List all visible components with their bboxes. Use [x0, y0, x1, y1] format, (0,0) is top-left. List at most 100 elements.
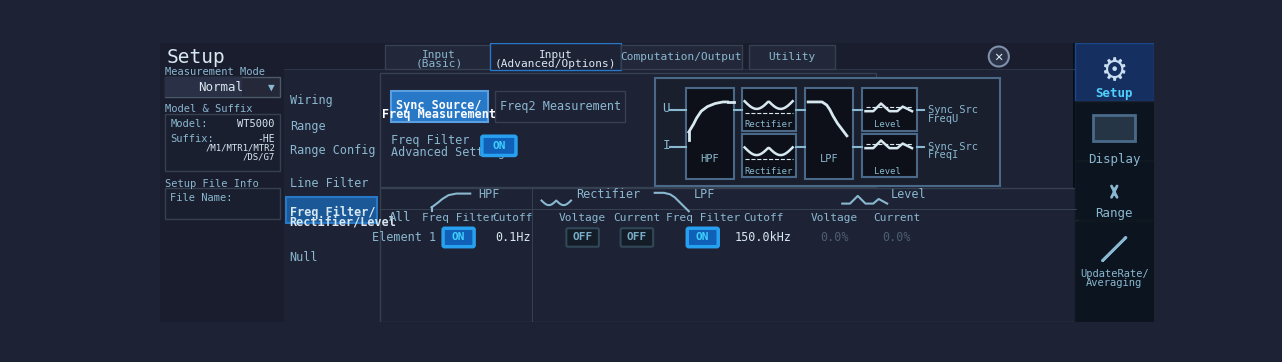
Bar	[1074, 43, 1154, 101]
Text: Input: Input	[422, 50, 456, 60]
Text: Null: Null	[290, 251, 318, 264]
Bar	[1074, 220, 1154, 322]
Text: All: All	[390, 211, 412, 224]
Bar	[379, 188, 1077, 322]
Text: ON: ON	[696, 232, 709, 243]
FancyBboxPatch shape	[687, 228, 718, 247]
Bar	[749, 45, 835, 69]
Text: (Basic): (Basic)	[415, 59, 463, 69]
Bar	[379, 209, 1077, 210]
Text: Rectifier: Rectifier	[745, 167, 792, 176]
Text: UpdateRate/: UpdateRate/	[1079, 269, 1149, 279]
Bar	[379, 73, 876, 187]
Text: /DS/G7: /DS/G7	[242, 153, 274, 162]
Text: 150.0kHz: 150.0kHz	[735, 231, 792, 244]
Text: Normal: Normal	[199, 81, 244, 94]
Bar	[686, 88, 733, 179]
Bar	[1074, 161, 1154, 219]
Text: /M1/MTR1/MTR2: /M1/MTR1/MTR2	[205, 144, 274, 152]
Bar	[286, 197, 377, 223]
Bar	[655, 78, 1000, 186]
Text: HPF: HPF	[700, 153, 719, 164]
Text: File Name:: File Name:	[171, 193, 233, 203]
Bar	[165, 77, 279, 97]
Text: Cutoff: Cutoff	[492, 213, 533, 223]
Bar	[622, 45, 741, 69]
Text: ON: ON	[492, 141, 505, 151]
Text: Freq Measurement: Freq Measurement	[382, 108, 496, 121]
Bar	[805, 88, 853, 179]
Text: OFF: OFF	[627, 232, 647, 243]
Text: Rectifier: Rectifier	[576, 188, 640, 201]
Text: ▼: ▼	[268, 82, 274, 92]
Bar	[741, 134, 796, 177]
Text: Display: Display	[1088, 153, 1141, 166]
Text: LPF: LPF	[819, 153, 838, 164]
FancyBboxPatch shape	[482, 136, 515, 155]
Bar	[1094, 115, 1135, 141]
Text: Cutoff: Cutoff	[744, 213, 783, 223]
Bar	[490, 43, 622, 70]
Text: LPF: LPF	[694, 188, 715, 201]
Text: Level: Level	[874, 121, 901, 130]
Text: HPF: HPF	[478, 188, 500, 201]
Text: Sync Src: Sync Src	[927, 142, 977, 152]
Bar	[1074, 43, 1154, 322]
Text: Setup File Info: Setup File Info	[165, 179, 259, 189]
Bar	[285, 70, 974, 322]
Text: Range: Range	[1096, 207, 1133, 220]
Bar	[285, 69, 1074, 70]
Text: Measurement Mode: Measurement Mode	[165, 67, 265, 76]
Text: Freq2 Measurement: Freq2 Measurement	[500, 100, 620, 113]
Text: Input: Input	[538, 50, 572, 60]
Bar	[1074, 101, 1154, 102]
Text: Freq Filter/: Freq Filter/	[290, 206, 376, 219]
Text: Line Filter: Line Filter	[290, 177, 368, 190]
Bar	[741, 88, 796, 131]
Text: Model & Suffix: Model & Suffix	[165, 104, 253, 114]
FancyBboxPatch shape	[620, 228, 653, 247]
Text: Averaging: Averaging	[1086, 278, 1142, 288]
Text: WT5000: WT5000	[237, 119, 274, 129]
Bar	[495, 91, 626, 122]
Text: Computation/Output: Computation/Output	[620, 51, 742, 62]
Text: Voltage: Voltage	[812, 213, 858, 223]
Text: Setup: Setup	[167, 48, 226, 67]
Bar	[863, 134, 917, 177]
Text: Rectifier/Level: Rectifier/Level	[290, 215, 396, 228]
FancyBboxPatch shape	[444, 228, 474, 247]
Text: Sync Source/: Sync Source/	[396, 99, 482, 112]
Text: Setup: Setup	[1096, 87, 1133, 100]
Text: Advanced Settings: Advanced Settings	[391, 146, 513, 159]
Text: Current: Current	[873, 213, 920, 223]
Bar	[1074, 102, 1154, 160]
Text: FreqU: FreqU	[927, 114, 959, 123]
Bar	[391, 91, 488, 122]
Text: Level: Level	[874, 167, 901, 176]
Text: -HE: -HE	[258, 134, 274, 144]
Text: ON: ON	[451, 232, 465, 243]
Text: Freq Filter: Freq Filter	[422, 213, 496, 223]
Text: (Advanced/Options): (Advanced/Options)	[495, 59, 617, 69]
Text: Voltage: Voltage	[559, 213, 606, 223]
Bar	[385, 45, 494, 69]
Text: 0.1Hz: 0.1Hz	[495, 231, 531, 244]
Text: FreqI: FreqI	[927, 151, 959, 160]
Text: Level: Level	[891, 188, 927, 201]
Text: Freq Filter: Freq Filter	[665, 213, 740, 223]
Bar	[165, 188, 279, 219]
Text: Rectifier: Rectifier	[745, 121, 792, 130]
Bar	[160, 43, 285, 322]
Text: U: U	[663, 102, 670, 115]
Text: Range Config: Range Config	[290, 144, 376, 157]
Text: ⚙: ⚙	[1100, 57, 1128, 86]
Text: OFF: OFF	[573, 232, 592, 243]
Bar	[165, 77, 242, 97]
Text: 0.0%: 0.0%	[820, 231, 849, 244]
Text: Sync Src: Sync Src	[927, 105, 977, 115]
Text: Freq Filter: Freq Filter	[391, 134, 469, 147]
Text: Current: Current	[613, 213, 660, 223]
Text: Model:: Model:	[171, 119, 208, 129]
Bar	[1073, 43, 1074, 322]
Circle shape	[988, 47, 1009, 67]
